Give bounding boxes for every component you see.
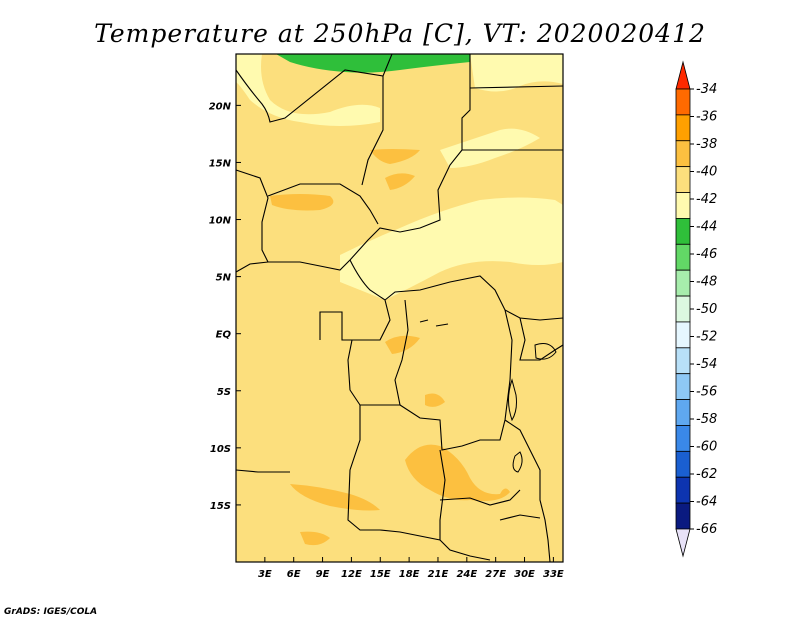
colorbar-swatch bbox=[675, 373, 691, 400]
colorbar-swatch bbox=[675, 243, 691, 271]
region-warm-2 bbox=[290, 484, 380, 511]
colorbar-label: -66 bbox=[696, 522, 717, 537]
colorbar-label: -54 bbox=[696, 357, 717, 372]
colorbar-label: -36 bbox=[696, 110, 717, 125]
colorbar-swatch bbox=[675, 192, 691, 219]
colorbar-swatch bbox=[675, 321, 691, 349]
x-tick-label: 21E bbox=[428, 569, 449, 580]
colorbar-swatch bbox=[675, 450, 691, 478]
x-tick-label: 12E bbox=[341, 569, 362, 580]
x-tick-label: 27E bbox=[485, 569, 506, 580]
colorbar-swatch bbox=[675, 476, 691, 504]
colorbar: -34 -36 -38 -40 -42 -44 -46 -48 -50 -52 -54 -56 -58 -… bbox=[675, 60, 717, 558]
y-tick-label: EQ bbox=[216, 330, 232, 341]
region-light-ne bbox=[470, 54, 563, 92]
y-tick-label: 15N bbox=[209, 158, 232, 169]
region-light-central bbox=[340, 197, 563, 300]
y-tick-label: 20N bbox=[209, 101, 232, 112]
colorbar-label: -40 bbox=[696, 165, 717, 180]
region-warm-6 bbox=[270, 194, 334, 211]
x-tick-label: 24E bbox=[456, 569, 477, 580]
colorbar-label: -62 bbox=[696, 467, 717, 482]
x-tick-label: 18E bbox=[399, 569, 420, 580]
grads-credit: GrADS: IGES/COLA bbox=[4, 607, 97, 617]
region-light-north-c bbox=[440, 128, 540, 168]
colorbar-swatch bbox=[675, 502, 691, 530]
y-tick-label: 5S bbox=[217, 387, 231, 398]
x-axis: 3E 6E 9E 12E 15E 18E 21E 24E 27E 30E 33E bbox=[258, 557, 564, 580]
region-light-nw bbox=[236, 54, 380, 126]
colorbar-label: -44 bbox=[696, 220, 717, 235]
y-tick-label: 10N bbox=[209, 216, 232, 227]
colorbar-bottom-arrow bbox=[675, 528, 691, 558]
chart-title: Temperature at 250hPa [C], VT: 202002041… bbox=[94, 19, 706, 48]
colorbar-label: -42 bbox=[696, 192, 717, 207]
colorbar-label: -64 bbox=[696, 495, 717, 510]
x-tick-label: 30E bbox=[514, 569, 535, 580]
colorbar-label: -52 bbox=[696, 330, 717, 345]
colorbar-label: -56 bbox=[696, 385, 717, 400]
region-green-north bbox=[276, 54, 470, 73]
region-warm-1 bbox=[405, 444, 510, 501]
map-area bbox=[235, 53, 564, 563]
colorbar-swatch bbox=[675, 425, 691, 452]
x-tick-label: 6E bbox=[287, 569, 301, 580]
region-warm-4 bbox=[370, 149, 420, 164]
x-tick-label: 15E bbox=[370, 569, 391, 580]
colorbar-label: -50 bbox=[696, 302, 717, 317]
colorbar-swatch bbox=[675, 166, 691, 193]
y-tick-label: 5N bbox=[216, 273, 232, 284]
x-tick-label: 33E bbox=[543, 569, 564, 580]
map-frame bbox=[235, 53, 564, 563]
colorbar-top-arrow bbox=[675, 60, 691, 90]
colorbar-label: -48 bbox=[696, 275, 717, 290]
colorbar-swatch bbox=[675, 114, 691, 142]
colorbar-swatch bbox=[675, 88, 691, 116]
colorbar-swatch bbox=[675, 218, 691, 245]
colorbar-label: -38 bbox=[696, 137, 717, 152]
colorbar-swatch bbox=[675, 269, 691, 297]
region-warm-3 bbox=[300, 531, 330, 546]
y-tick-label: 10S bbox=[210, 444, 231, 455]
colorbar-label: -34 bbox=[696, 82, 717, 97]
region-warm-5 bbox=[385, 173, 415, 190]
colorbar-swatch bbox=[675, 295, 691, 323]
colorbar-label: -58 bbox=[696, 412, 717, 427]
lakes bbox=[419, 319, 557, 473]
country-borders bbox=[235, 53, 564, 563]
colorbar-label: -46 bbox=[696, 247, 717, 262]
colorbar-swatch bbox=[675, 347, 691, 375]
y-axis: 20N 15N 10N 5N EQ 5S 10S 15S bbox=[209, 101, 241, 512]
colorbar-swatch bbox=[675, 140, 691, 168]
colorbar-swatch bbox=[675, 399, 691, 426]
region-warm-7 bbox=[385, 335, 420, 354]
region-warm-8 bbox=[425, 393, 445, 407]
colorbar-label: -60 bbox=[696, 440, 717, 455]
x-tick-label: 3E bbox=[258, 569, 272, 580]
x-tick-label: 9E bbox=[316, 569, 330, 580]
y-tick-label: 15S bbox=[210, 501, 231, 512]
